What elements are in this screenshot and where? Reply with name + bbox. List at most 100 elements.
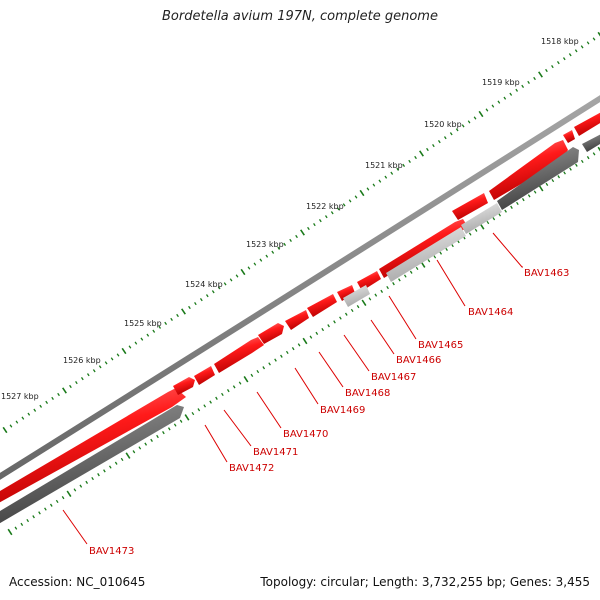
gene-arrow-bav1466[interactable] [343, 285, 370, 307]
tick-mark [545, 182, 549, 186]
kbp-labels: 1518 kbp 1519 kbp 1520 kbp 1521 kbp 1522… [1, 37, 579, 401]
tick-mark [374, 293, 378, 297]
tick-mark [156, 434, 159, 439]
accession-text: Accession: NC_010645 [9, 575, 146, 589]
gene-arrow-upstream-3[interactable] [574, 110, 600, 136]
tick-mark [562, 57, 566, 61]
gene-arrow-upstream-rev[interactable] [582, 132, 600, 152]
tick-mark [538, 71, 543, 78]
gene-arrow-bav1468[interactable] [285, 310, 309, 330]
tick-mark [179, 419, 183, 423]
kbp-label: 1525 kbp [124, 319, 162, 328]
tick-mark [240, 268, 246, 276]
tick-mark [144, 442, 148, 446]
gene-arrow-bav1472[interactable] [173, 377, 195, 395]
gene-arrow-bav1467[interactable] [307, 294, 337, 317]
forward-strand-track [0, 110, 600, 505]
tick-mark [408, 159, 411, 163]
gene-arrow-upstream-2[interactable] [563, 130, 575, 143]
tick-mark [176, 313, 179, 318]
tick-mark [32, 515, 35, 519]
tick-mark [152, 329, 156, 333]
tick-mark [114, 461, 118, 465]
tick-mark [586, 41, 590, 45]
kbp-label: 1526 kbp [63, 356, 101, 365]
tick-mark [414, 155, 417, 160]
tick-mark [551, 178, 555, 183]
kbp-label: 1519 kbp [482, 78, 520, 87]
tick-mark [274, 358, 277, 362]
gene-arrow-bav1466-fwd[interactable] [337, 285, 355, 301]
tick-mark [164, 321, 168, 325]
tick-mark [486, 220, 490, 225]
leader-line [492, 232, 523, 268]
tick-mark [125, 452, 131, 459]
gene-arrow-bav1465-rev[interactable] [386, 227, 466, 282]
tick-mark [368, 297, 372, 301]
tick-mark [492, 217, 496, 221]
tick-mark [366, 187, 370, 191]
tick-mark [384, 175, 388, 179]
gene-arrow-bav1473-region[interactable] [0, 388, 186, 505]
gene-arrow-bav1471[interactable] [194, 366, 215, 385]
tick-mark [98, 365, 102, 369]
tick-mark [392, 282, 395, 286]
tick-mark [116, 353, 120, 357]
gene-arrow-bav1463-fwd[interactable] [452, 193, 488, 220]
gene-arrow-bav1464[interactable] [461, 203, 502, 234]
tick-mark [7, 528, 13, 536]
tick-mark [516, 201, 519, 206]
tick-mark [211, 290, 215, 294]
tick-mark [474, 228, 478, 232]
tick-mark [330, 211, 334, 215]
gene-arrow-bav1465[interactable] [357, 271, 381, 291]
tick-mark [504, 209, 507, 213]
tick-mark [146, 333, 150, 337]
gene-labels: BAV1463 BAV1464 BAV1465 BAV1466 BAV1467 … [62, 232, 569, 557]
tick-mark [15, 420, 19, 424]
tick-mark [69, 384, 72, 389]
tick-mark [361, 299, 367, 307]
tick-mark [229, 278, 233, 282]
tick-mark [57, 392, 60, 397]
tick-mark [419, 150, 424, 157]
tick-mark [21, 416, 25, 420]
kbp-label: 1518 kbp [541, 37, 579, 46]
tick-mark [250, 373, 254, 377]
tick-mark [253, 262, 257, 266]
tick-mark [49, 503, 53, 507]
tick-mark [39, 404, 43, 408]
gene-arrow-upstream-1[interactable] [489, 140, 568, 200]
tick-mark [527, 194, 531, 198]
gene-label: BAV1472 [229, 463, 274, 474]
tick-mark [575, 163, 578, 167]
tick-mark [86, 373, 90, 377]
tick-mark [215, 396, 218, 400]
tick-mark [443, 136, 447, 140]
tick-mark [223, 282, 227, 286]
gene-label: BAV1464 [468, 307, 513, 318]
tick-mark [173, 423, 177, 427]
genome-backbone [0, 95, 600, 480]
tick-mark [191, 411, 195, 416]
gene-arrow-bav1463[interactable] [497, 147, 579, 210]
tick-mark [194, 302, 197, 306]
tick-mark [445, 247, 448, 251]
tick-mark [467, 120, 471, 124]
tick-mark [20, 522, 24, 526]
tick-mark [315, 331, 319, 335]
tick-mark [592, 152, 596, 156]
tick-mark [265, 254, 269, 258]
gene-arrow-bav1473[interactable] [0, 405, 184, 526]
gene-arrow-bav1470[interactable] [214, 337, 264, 373]
tick-mark [497, 100, 501, 104]
gene-arrow-bav1464-fwd[interactable] [379, 219, 468, 278]
gene-arrow-bav1469[interactable] [258, 323, 284, 344]
tick-mark [380, 289, 384, 293]
tick-mark [427, 259, 431, 263]
leader-line [62, 509, 88, 545]
tick-mark [398, 278, 401, 282]
tick-mark [61, 496, 65, 500]
tick-mark [132, 450, 136, 454]
tick-mark [221, 392, 224, 397]
